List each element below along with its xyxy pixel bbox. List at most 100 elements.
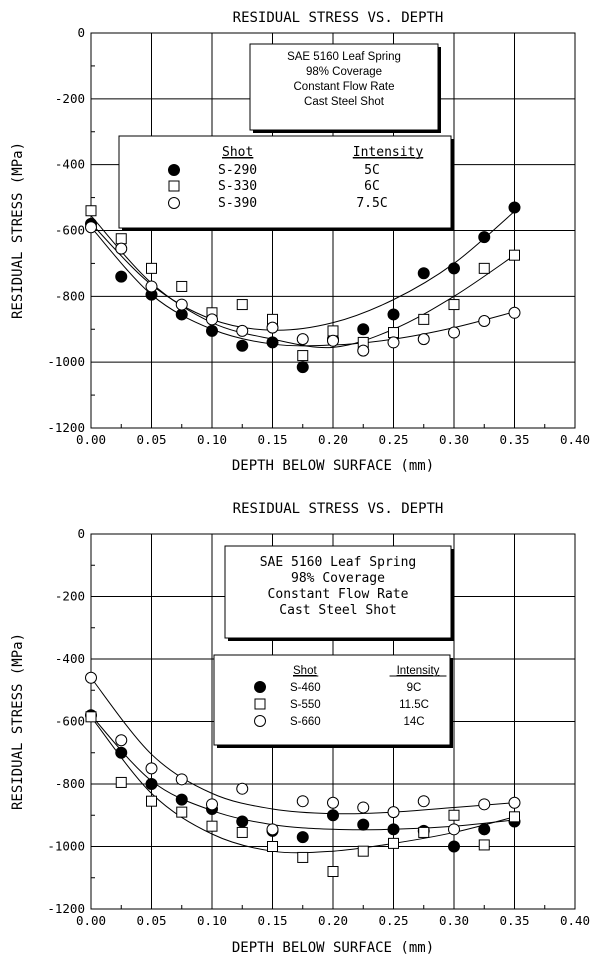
note-box	[224, 545, 452, 639]
x-tick-label: 0.20	[318, 913, 348, 928]
legend-marker-s-290	[168, 164, 180, 176]
x-tick-label: 0.40	[560, 432, 590, 447]
data-point-s-460	[387, 823, 400, 836]
x-tick-label: 0.20	[318, 432, 348, 447]
x-tick-label: 0.05	[136, 913, 166, 928]
data-point-s-550	[509, 811, 520, 823]
data-point-s-330	[418, 313, 430, 325]
data-point-s-660	[448, 823, 460, 836]
data-point-s-390	[387, 336, 400, 349]
data-point-s-460	[115, 746, 128, 759]
x-tick-label: 0.25	[378, 432, 408, 447]
x-tick-label: 0.30	[439, 432, 469, 447]
y-axis-label: RESIDUAL STRESS (MPa)	[10, 633, 26, 810]
y-tick-label: -1200	[47, 420, 85, 435]
data-point-s-290	[387, 308, 400, 321]
data-point-s-330	[146, 262, 157, 274]
y-tick-label: -400	[55, 157, 85, 172]
legend-marker-s-550	[254, 698, 266, 710]
data-point-s-660	[508, 796, 521, 809]
legend-intensity-s-290: 5C	[364, 163, 380, 178]
data-point-s-330	[509, 249, 520, 261]
legend-header-shot: Shot	[293, 665, 317, 677]
x-tick-label: 0.10	[197, 913, 227, 928]
note-line: Constant Flow Rate	[294, 81, 395, 93]
x-tick-label: 0.40	[560, 913, 590, 928]
data-point-s-390	[236, 324, 249, 337]
y-tick-label: -600	[55, 714, 85, 729]
y-tick-label: -200	[55, 589, 85, 604]
legend-shot-s-460: S-460	[290, 682, 321, 694]
note-line: 98% Coverage	[291, 571, 385, 586]
x-tick-label: 0.25	[378, 913, 408, 928]
data-point-s-660	[175, 773, 188, 786]
legend-shot-s-660: S-660	[290, 716, 321, 728]
note-line: Cast Steel Shot	[279, 603, 396, 618]
fit-curve-s-660	[90, 677, 515, 815]
data-point-s-550	[327, 866, 339, 877]
data-point-s-330	[176, 280, 188, 292]
data-point-s-460	[357, 818, 370, 831]
legend-marker-s-460	[254, 681, 266, 693]
legend-marker-s-660	[254, 715, 266, 727]
note-line: Constant Flow Rate	[268, 587, 409, 602]
data-point-s-290	[478, 231, 491, 244]
data-point-s-330	[448, 299, 460, 311]
note-line: SAE 5160 Leaf Spring	[260, 555, 417, 570]
data-point-s-390	[296, 333, 309, 346]
data-point-s-660	[266, 823, 279, 836]
chart-title: RESIDUAL STRESS VS. DEPTH	[233, 501, 444, 517]
data-point-s-460	[145, 778, 158, 790]
data-point-s-660	[115, 734, 128, 747]
legend-shot-s-330: S-330	[218, 179, 257, 194]
data-point-s-660	[357, 801, 370, 814]
legend-intensity-s-550: 11.5C	[399, 699, 429, 711]
data-point-s-390	[266, 321, 279, 334]
legend-intensity-s-660: 14C	[403, 716, 424, 728]
legend-header-intensity: Intensity	[353, 145, 424, 160]
legend-header-shot: Shot	[222, 145, 253, 160]
chart-title: RESIDUAL STRESS VS. DEPTH	[233, 10, 444, 26]
y-tick-label: 0	[77, 526, 85, 541]
y-tick-label: -1200	[47, 901, 85, 916]
legend-box	[213, 654, 451, 746]
data-point-s-460	[236, 815, 249, 828]
data-point-s-550	[236, 826, 248, 838]
x-tick-label: 0.10	[197, 432, 227, 447]
data-point-s-390	[85, 221, 97, 234]
data-point-s-550	[357, 845, 369, 857]
y-axis-label: RESIDUAL STRESS (MPa)	[10, 142, 26, 319]
data-point-s-290	[266, 336, 279, 349]
data-point-s-330	[297, 350, 309, 362]
data-point-s-550	[388, 837, 399, 849]
data-point-s-660	[327, 796, 339, 809]
y-tick-label: -800	[55, 288, 85, 303]
data-point-s-330	[388, 327, 399, 339]
data-point-s-660	[296, 795, 309, 808]
data-point-s-390	[357, 344, 370, 357]
data-point-s-550	[115, 776, 127, 788]
data-point-s-660	[387, 806, 400, 819]
legend-header-intensity: Intensity	[397, 665, 440, 677]
x-tick-label: 0.35	[499, 913, 529, 928]
data-point-s-460	[175, 793, 188, 806]
data-point-s-290	[357, 323, 370, 336]
data-point-s-660	[85, 671, 97, 684]
data-point-s-390	[417, 333, 430, 346]
data-point-s-660	[417, 795, 430, 808]
chart-1: RESIDUAL STRESS VS. DEPTH 0.00 0.05 0.10 0.1…	[10, 10, 590, 474]
note-box	[249, 43, 439, 131]
data-point-s-330	[115, 233, 127, 245]
data-point-s-390	[508, 306, 521, 319]
data-point-s-550	[267, 841, 278, 852]
data-point-s-290	[417, 267, 430, 280]
y-tick-label: -600	[55, 223, 85, 238]
legend-shot-s-290: S-290	[218, 163, 257, 178]
data-point-s-660	[236, 782, 249, 795]
data-point-s-390	[175, 298, 188, 311]
y-tick-label: -1000	[47, 354, 85, 369]
legend-marker-s-330	[168, 180, 180, 192]
legend-marker-s-390	[168, 197, 180, 209]
legend-shot-s-550: S-550	[290, 699, 321, 711]
